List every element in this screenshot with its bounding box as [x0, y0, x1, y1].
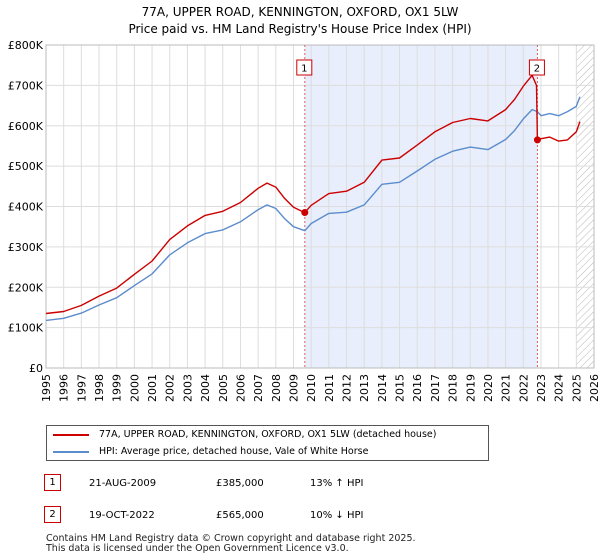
- transaction-date: 19-OCT-2022: [89, 510, 155, 521]
- x-tick-label: 2004: [199, 374, 212, 402]
- chart-subtitle: Price paid vs. HM Land Registry's House …: [128, 22, 472, 36]
- transaction-badge: 2: [44, 506, 61, 523]
- x-tick-label: 1998: [93, 374, 106, 402]
- x-tick-label: 2008: [270, 374, 283, 402]
- legend-swatch-property: [53, 434, 89, 436]
- x-tick-label: 2007: [252, 374, 265, 402]
- x-tick-label: 2005: [217, 374, 230, 402]
- transaction-price: £385,000: [216, 478, 264, 489]
- legend-swatch-hpi: [53, 451, 89, 453]
- x-tick-label: 2013: [358, 374, 371, 402]
- legend-label-property: 77A, UPPER ROAD, KENNINGTON, OXFORD, OX1…: [99, 429, 437, 440]
- transaction-date: 21-AUG-2009: [89, 478, 157, 489]
- x-tick-label: 2000: [128, 374, 141, 402]
- x-tick-label: 2015: [394, 374, 407, 402]
- x-tick-label: 2024: [553, 374, 566, 402]
- x-tick-label: 2012: [341, 374, 354, 402]
- x-tick-label: 2026: [588, 374, 600, 402]
- x-tick-label: 2009: [287, 374, 300, 402]
- footer: Contains HM Land Registry data © Crown c…: [46, 534, 416, 554]
- y-tick-label: £500K: [8, 160, 44, 173]
- y-tick-label: £0: [29, 362, 43, 375]
- x-tick-label: 1995: [40, 374, 53, 402]
- x-tick-label: 2011: [323, 374, 336, 402]
- hpi-line: [45, 96, 581, 322]
- y-tick-label: £100K: [8, 322, 44, 335]
- x-tick-label: 2022: [517, 374, 530, 402]
- x-tick-label: 1996: [58, 374, 71, 402]
- x-tick-label: 2010: [305, 374, 318, 402]
- x-tick-label: 2014: [376, 374, 389, 402]
- y-tick-label: £600K: [8, 120, 44, 133]
- sale-label-text: 1: [301, 64, 307, 75]
- sale-point: [533, 136, 541, 144]
- x-tick-label: 2006: [234, 374, 247, 402]
- chart-title: 77A, UPPER ROAD, KENNINGTON, OXFORD, OX1…: [141, 5, 459, 19]
- footer-copyright: Contains HM Land Registry data © Crown c…: [46, 533, 416, 544]
- transaction-hpi: 10% ↓ HPI: [310, 510, 364, 521]
- x-tick-label: 2023: [535, 374, 548, 402]
- x-tick-label: 1999: [111, 374, 124, 402]
- x-tick-label: 2017: [429, 374, 442, 402]
- x-tick-label: 2019: [464, 374, 477, 402]
- y-tick-label: £300K: [8, 241, 44, 254]
- footer-licence: This data is licensed under the Open Gov…: [46, 543, 349, 554]
- x-tick-label: 2001: [146, 374, 159, 402]
- transaction-badge: 1: [44, 474, 61, 491]
- y-tick-label: £800K: [8, 39, 44, 52]
- sale-point: [301, 209, 309, 217]
- x-tick-label: 2003: [181, 374, 194, 402]
- transaction-price: £565,000: [216, 510, 264, 521]
- y-tick-label: £200K: [8, 281, 44, 294]
- y-tick-label: £700K: [8, 79, 44, 92]
- x-tick-label: 1997: [75, 374, 88, 402]
- x-tick-label: 2018: [447, 374, 460, 402]
- sale-label-box: [296, 59, 313, 76]
- x-tick-label: 2016: [411, 374, 424, 402]
- x-tick-label: 2025: [570, 374, 583, 402]
- price-chart: £0 £100K £200K £300K £400K £500K £600K £700K £80…: [8, 39, 600, 402]
- y-tick-label: £400K: [8, 201, 44, 214]
- x-tick-label: 2021: [500, 374, 513, 402]
- legend-label-hpi: HPI: Average price, detached house, Vale…: [99, 446, 369, 457]
- legend: 77A, UPPER ROAD, KENNINGTON, OXFORD, OX1…: [46, 425, 489, 461]
- chart-title-block: 77A, UPPER ROAD, KENNINGTON, OXFORD, OX1…: [0, 4, 600, 38]
- x-tick-label: 2002: [164, 374, 177, 402]
- x-tick-label: 2020: [482, 374, 495, 402]
- transaction-hpi: 13% ↑ HPI: [310, 478, 364, 489]
- sale-label-box: [528, 59, 545, 76]
- sale-label-text: 2: [534, 64, 540, 75]
- plot-border: [45, 44, 595, 369]
- property-price-line: [45, 74, 581, 315]
